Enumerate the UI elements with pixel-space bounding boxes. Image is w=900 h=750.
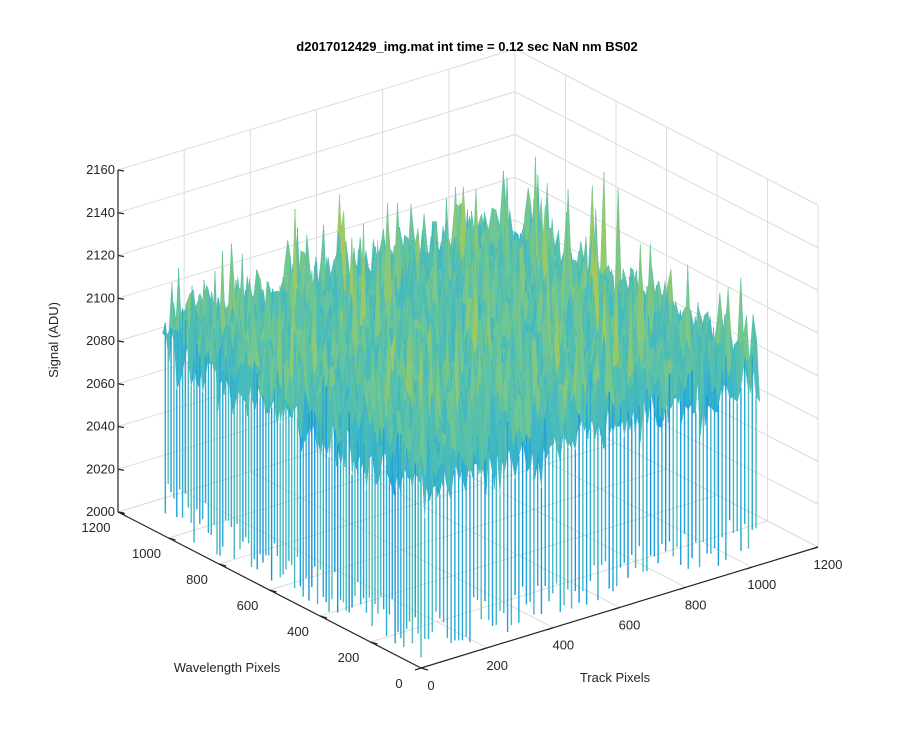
floor-grid-line xyxy=(370,520,768,643)
floor-grid-line xyxy=(269,468,667,591)
surface-mesh xyxy=(162,156,760,658)
side-wall-grid-line xyxy=(514,176,819,334)
side-wall-grid-line xyxy=(514,91,819,249)
back-wall-grid-line xyxy=(117,176,516,299)
back-wall-grid-line xyxy=(117,48,516,171)
back-wall-grid-line xyxy=(117,134,516,256)
side-wall-grid-line xyxy=(514,134,819,291)
side-wall-grid-line xyxy=(514,48,819,206)
back-wall-grid-line xyxy=(117,91,516,214)
